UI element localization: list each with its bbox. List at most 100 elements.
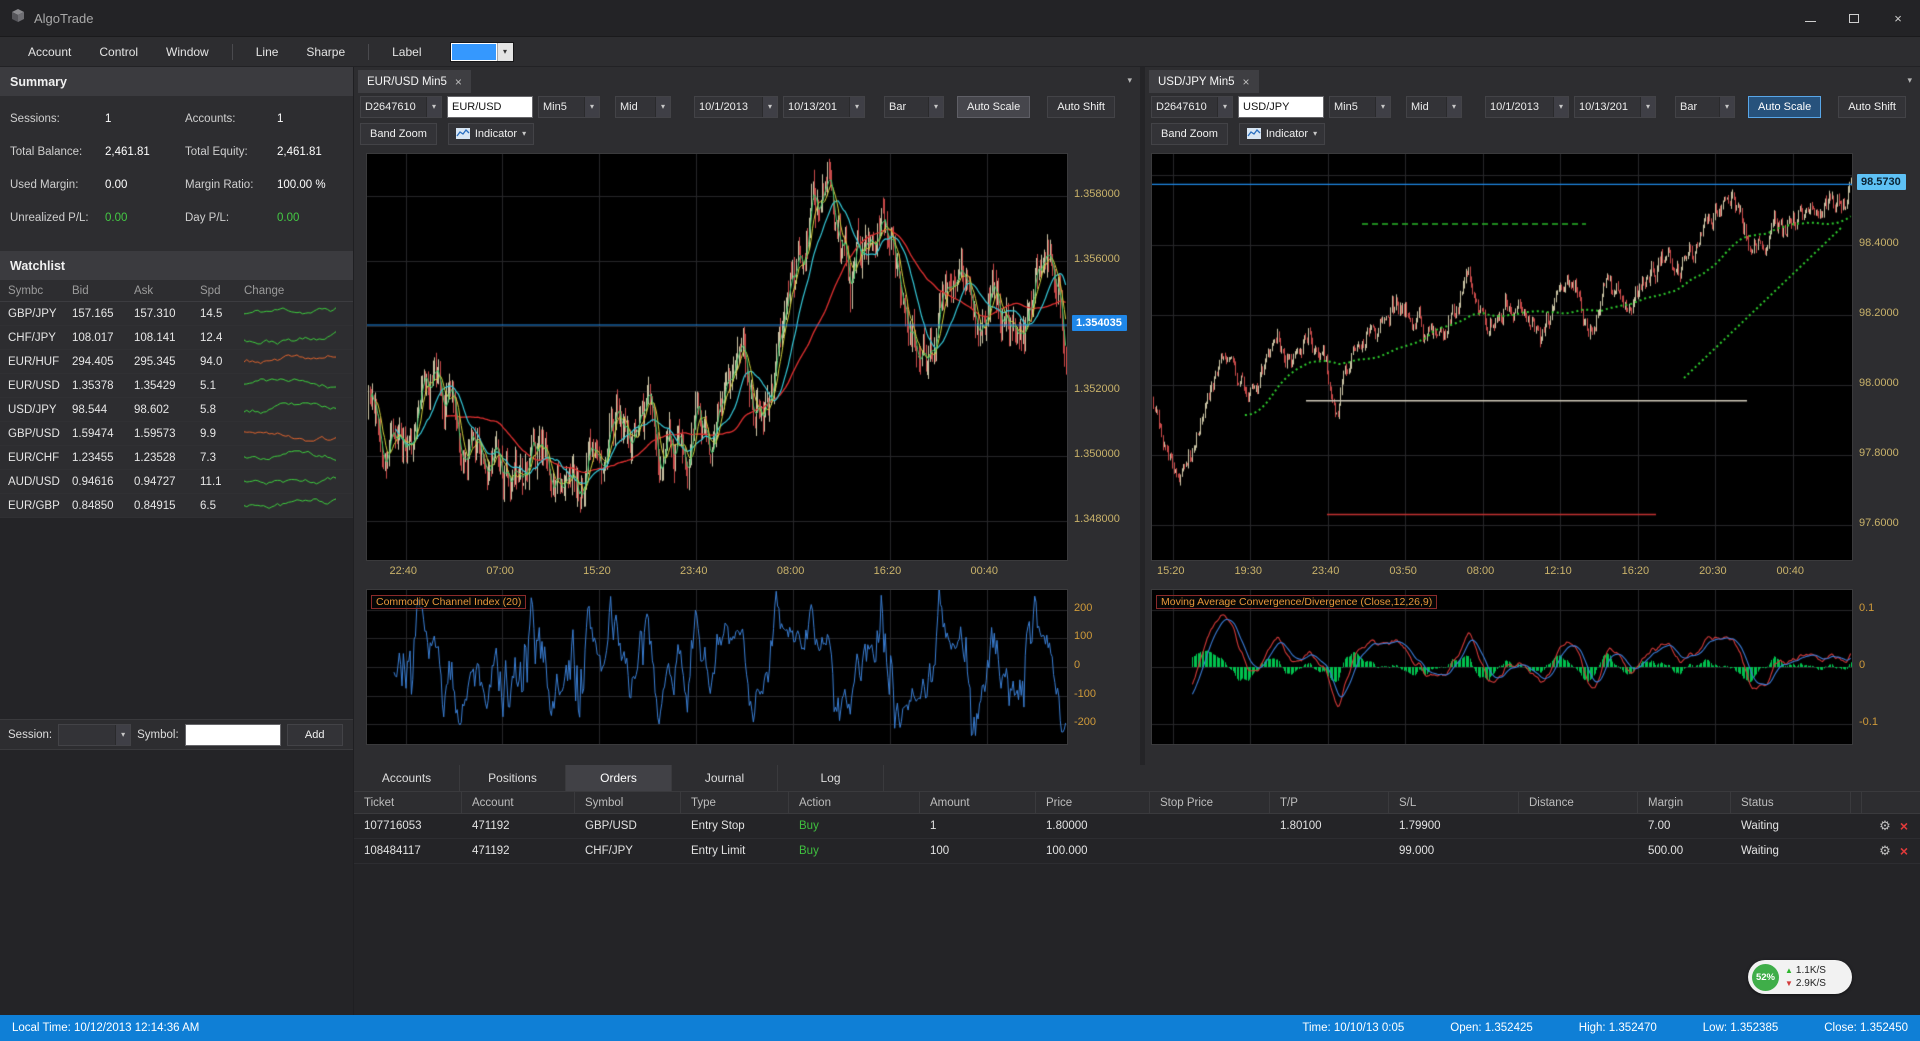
summary-value: 1 [277,112,353,127]
close-button[interactable]: × [1876,0,1920,36]
close-icon[interactable]: × [1242,77,1249,87]
watchlist-spread: 14.5 [200,308,244,320]
order-action: Buy [789,820,920,832]
chart-tab[interactable]: USD/JPY Min5× [1149,70,1259,93]
order-row[interactable]: 108484117471192CHF/JPYEntry LimitBuy1001… [354,839,1920,864]
close-icon[interactable]: × [455,77,462,87]
add-button[interactable]: Add [287,724,343,746]
delete-order-icon[interactable]: × [1900,819,1908,833]
watchlist-spread: 12.4 [200,332,244,344]
menu-item-account[interactable]: Account [14,37,85,66]
combo-value: Min5 [539,101,584,113]
watchlist-row[interactable]: GBP/USD1.594741.595739.9 [0,422,353,446]
restore-button[interactable] [1832,0,1876,36]
tab-log[interactable]: Log [778,765,884,791]
watchlist-row[interactable]: EUR/GBP0.848500.849156.5 [0,494,353,518]
indicator-chart-icon [456,128,470,139]
label-color-combo[interactable]: ▾ [450,42,514,62]
order-actions: ⚙× [1862,818,1920,834]
menu-item-line[interactable]: Line [242,37,293,66]
watchlist-row[interactable]: CHF/JPY108.017108.14112.4 [0,326,353,350]
summary-value: 0.00 [105,211,185,226]
symbol-input[interactable] [1238,96,1324,118]
delete-order-icon[interactable]: × [1900,844,1908,858]
auto-scale-button[interactable]: Auto Scale [957,96,1030,118]
date-from-picker[interactable]: 10/1/2013▾ [694,96,778,118]
watchlist-row[interactable]: EUR/HUF294.405295.34594.0 [0,350,353,374]
watchlist-row[interactable]: EUR/USD1.353781.354295.1 [0,374,353,398]
indicator-button[interactable]: Indicator▾ [1239,123,1325,145]
watchlist-symbol: EUR/GBP [8,500,72,512]
chevron-down-icon[interactable]: ▾ [1127,75,1132,86]
gear-icon[interactable]: ⚙ [1879,843,1891,859]
period-combo[interactable]: Min5▾ [1329,96,1391,118]
app-icon [10,8,26,28]
chevron-down-icon[interactable]: ▾ [1907,75,1912,86]
price-type-combo[interactable]: Mid▾ [615,96,671,118]
status-field: Open: 1.352425 [1450,1022,1533,1034]
watchlist-spread: 6.5 [200,500,244,512]
date-to-picker[interactable]: 10/13/201▾ [1574,96,1656,118]
order-actions: ⚙× [1862,843,1920,859]
chart-type-combo[interactable]: Bar▾ [884,96,944,118]
order-ticket: 108484117 [354,845,462,857]
period-combo[interactable]: Min5▾ [538,96,600,118]
watchlist-row[interactable]: AUD/USD0.946160.9472711.1 [0,470,353,494]
chart-type-combo[interactable]: Bar▾ [1675,96,1735,118]
order-account: 471192 [462,820,575,832]
watchlist-symbol: EUR/HUF [8,356,72,368]
indicator-y-tick-label: -0.1 [1859,716,1878,728]
price-y-axis: 1.3580001.3560001.3520001.3500001.348000… [1072,153,1140,563]
symbol-input[interactable] [185,724,281,746]
watchlist-spread: 9.9 [200,428,244,440]
indicator-button[interactable]: Indicator▾ [448,123,534,145]
auto-shift-button[interactable]: Auto Shift [1838,96,1906,118]
tab-journal[interactable]: Journal [672,765,778,791]
watchlist-ask: 108.141 [134,332,200,344]
gear-icon[interactable]: ⚙ [1879,818,1891,834]
watchlist-bid: 1.59474 [72,428,134,440]
watchlist-row[interactable]: GBP/JPY157.165157.31014.5 [0,302,353,326]
upload-arrow-icon: ▲ [1785,966,1793,975]
chart-tab[interactable]: EUR/USD Min5× [358,70,471,93]
indicator-canvas[interactable] [366,589,1068,745]
menu-item-window[interactable]: Window [152,37,223,66]
menu-item-sharpe[interactable]: Sharpe [292,37,359,66]
symbol-input[interactable] [447,96,533,118]
indicator-y-tick-label: -200 [1074,716,1096,728]
band-zoom-button[interactable]: Band Zoom [360,123,437,145]
watchlist-row[interactable]: EUR/CHF1.234551.235287.3 [0,446,353,470]
auto-shift-button[interactable]: Auto Shift [1047,96,1115,118]
orders-col-symbol: Symbol [575,792,681,813]
sparkline-chart [244,450,336,466]
band-zoom-button[interactable]: Band Zoom [1151,123,1228,145]
tab-orders[interactable]: Orders [566,765,672,791]
indicator-button-label: Indicator [1266,128,1308,140]
menu-item-label[interactable]: Label [378,37,435,66]
menu-item-control[interactable]: Control [85,37,152,66]
tab-positions[interactable]: Positions [460,765,566,791]
watchlist-row[interactable]: USD/JPY98.54498.6025.8 [0,398,353,422]
x-tick-label: 15:20 [1157,565,1185,577]
sidebar-empty-area [0,749,353,1015]
session-combo[interactable]: D2647610▾ [360,96,442,118]
price-chart-canvas[interactable] [1151,153,1853,561]
session-combo[interactable]: D2647610▾ [1151,96,1233,118]
indicator-area: 2001000-100-200Commodity Channel Index (… [354,589,1140,749]
date-from-picker[interactable]: 10/1/2013▾ [1485,96,1569,118]
date-to-picker[interactable]: 10/13/201▾ [783,96,865,118]
tab-accounts[interactable]: Accounts [354,765,460,791]
chevron-down-icon: ▾ [584,97,599,117]
minimize-button[interactable] [1788,0,1832,36]
orders-col-type: Type [681,792,789,813]
indicator-canvas[interactable] [1151,589,1853,745]
session-combo[interactable]: ▾ [58,724,131,746]
watchlist-ask: 0.84915 [134,500,200,512]
x-tick-label: 23:40 [680,565,708,577]
price-chart-canvas[interactable] [366,153,1068,561]
indicator-area: 0.10-0.1Moving Average Convergence/Diver… [1145,589,1920,749]
auto-scale-button[interactable]: Auto Scale [1748,96,1821,118]
order-row[interactable]: 107716053471192GBP/USDEntry StopBuy11.80… [354,814,1920,839]
price-type-combo[interactable]: Mid▾ [1406,96,1462,118]
watchlist-spread: 5.1 [200,380,244,392]
